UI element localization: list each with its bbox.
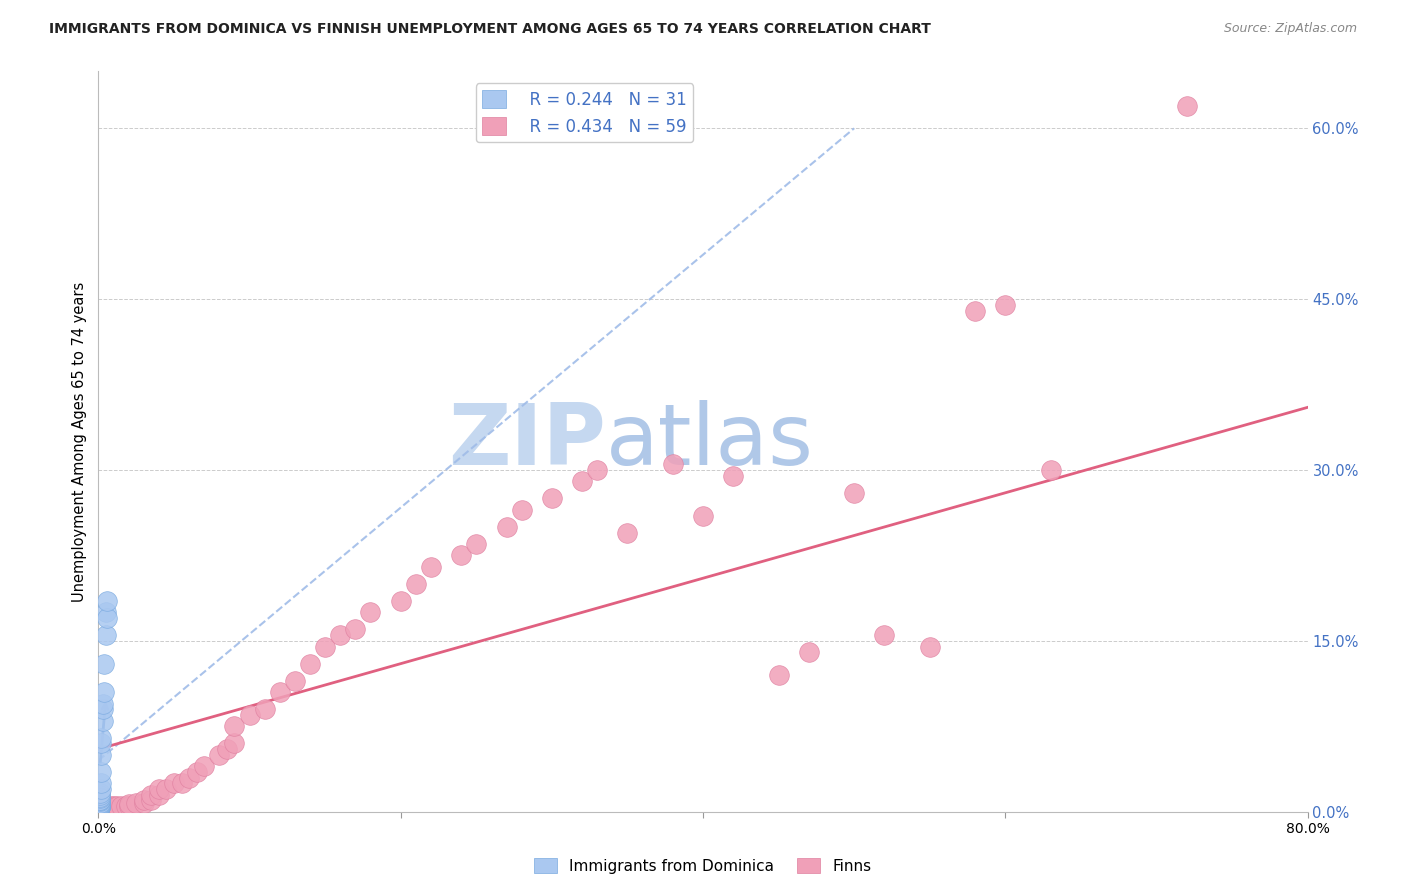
Point <box>89 793 111 807</box>
Point <box>90 731 112 745</box>
Point <box>89 797 111 812</box>
Point <box>420 559 443 574</box>
Point <box>89 788 111 802</box>
Point <box>94 606 117 620</box>
Point <box>965 303 987 318</box>
Point <box>873 628 896 642</box>
Point <box>89 799 111 814</box>
Point <box>389 594 412 608</box>
Point <box>692 508 714 523</box>
Point <box>193 759 215 773</box>
Point <box>540 491 562 506</box>
Text: ZIP: ZIP <box>449 400 606 483</box>
Point <box>94 628 117 642</box>
Point <box>179 771 201 785</box>
Point <box>100 799 122 814</box>
Point <box>284 673 307 688</box>
Point <box>360 606 382 620</box>
Point <box>208 747 231 762</box>
Point <box>94 800 117 814</box>
Point <box>224 736 246 750</box>
Point <box>329 628 352 642</box>
Point <box>118 797 141 811</box>
Point <box>239 707 262 722</box>
Point <box>91 697 114 711</box>
Point <box>91 714 114 728</box>
Point <box>89 787 111 801</box>
Point <box>103 800 125 814</box>
Point <box>132 796 155 810</box>
Point <box>616 525 638 540</box>
Y-axis label: Unemployment Among Ages 65 to 74 years: Unemployment Among Ages 65 to 74 years <box>72 281 87 602</box>
Point <box>344 623 367 637</box>
Point <box>148 788 170 802</box>
Point <box>314 640 336 654</box>
Point <box>495 520 517 534</box>
Point <box>170 776 193 790</box>
Point <box>96 611 118 625</box>
Point <box>918 640 941 654</box>
Point <box>93 657 115 671</box>
Point <box>89 797 111 811</box>
Text: IMMIGRANTS FROM DOMINICA VS FINNISH UNEMPLOYMENT AMONG AGES 65 TO 74 YEARS CORRE: IMMIGRANTS FROM DOMINICA VS FINNISH UNEM… <box>49 22 931 37</box>
Point <box>253 702 276 716</box>
Point <box>89 800 111 814</box>
Point <box>89 791 111 805</box>
Point <box>269 685 291 699</box>
Point <box>89 795 111 809</box>
Point <box>465 537 488 551</box>
Point <box>768 668 790 682</box>
Point <box>723 468 745 483</box>
Point <box>90 747 112 762</box>
Point <box>110 799 132 814</box>
Point <box>114 799 136 814</box>
Point <box>93 685 115 699</box>
Point <box>89 800 111 814</box>
Point <box>90 781 112 796</box>
Point <box>586 463 609 477</box>
Text: atlas: atlas <box>606 400 814 483</box>
Point <box>844 485 866 500</box>
Point <box>1175 98 1198 112</box>
Point <box>450 549 472 563</box>
Point <box>994 298 1017 312</box>
Point <box>89 789 111 804</box>
Point <box>90 736 112 750</box>
Point <box>141 788 163 802</box>
Point <box>148 781 170 796</box>
Point <box>118 799 141 814</box>
Point <box>105 799 128 814</box>
Point <box>797 645 820 659</box>
Point <box>91 702 114 716</box>
Point <box>215 742 238 756</box>
Point <box>299 657 322 671</box>
Point <box>89 800 111 814</box>
Point <box>571 475 593 489</box>
Point <box>132 793 155 807</box>
Point <box>90 776 112 790</box>
Point <box>1039 463 1062 477</box>
Point <box>89 796 111 810</box>
Legend:   R = 0.244   N = 31,   R = 0.434   N = 59: R = 0.244 N = 31, R = 0.434 N = 59 <box>475 83 693 143</box>
Point <box>103 799 125 814</box>
Point <box>96 594 118 608</box>
Point <box>224 719 246 733</box>
Legend: Immigrants from Dominica, Finns: Immigrants from Dominica, Finns <box>529 852 877 880</box>
Point <box>90 764 112 779</box>
Point <box>163 776 186 790</box>
Point <box>125 796 148 810</box>
Point <box>510 503 533 517</box>
Point <box>89 793 111 807</box>
Point <box>94 799 117 814</box>
Point <box>89 800 111 814</box>
Point <box>661 458 683 472</box>
Point <box>141 793 163 807</box>
Point <box>405 577 427 591</box>
Point <box>155 781 177 796</box>
Point <box>186 764 208 779</box>
Point <box>89 799 111 814</box>
Text: Source: ZipAtlas.com: Source: ZipAtlas.com <box>1223 22 1357 36</box>
